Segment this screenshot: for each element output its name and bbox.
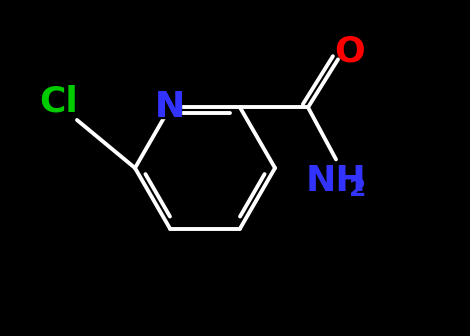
Bar [159,96,181,118]
Text: 2: 2 [349,177,367,201]
Text: N: N [155,90,185,124]
Text: O: O [335,34,365,69]
Text: N: N [155,90,185,124]
Text: Cl: Cl [39,85,78,119]
Text: NH: NH [306,164,367,198]
